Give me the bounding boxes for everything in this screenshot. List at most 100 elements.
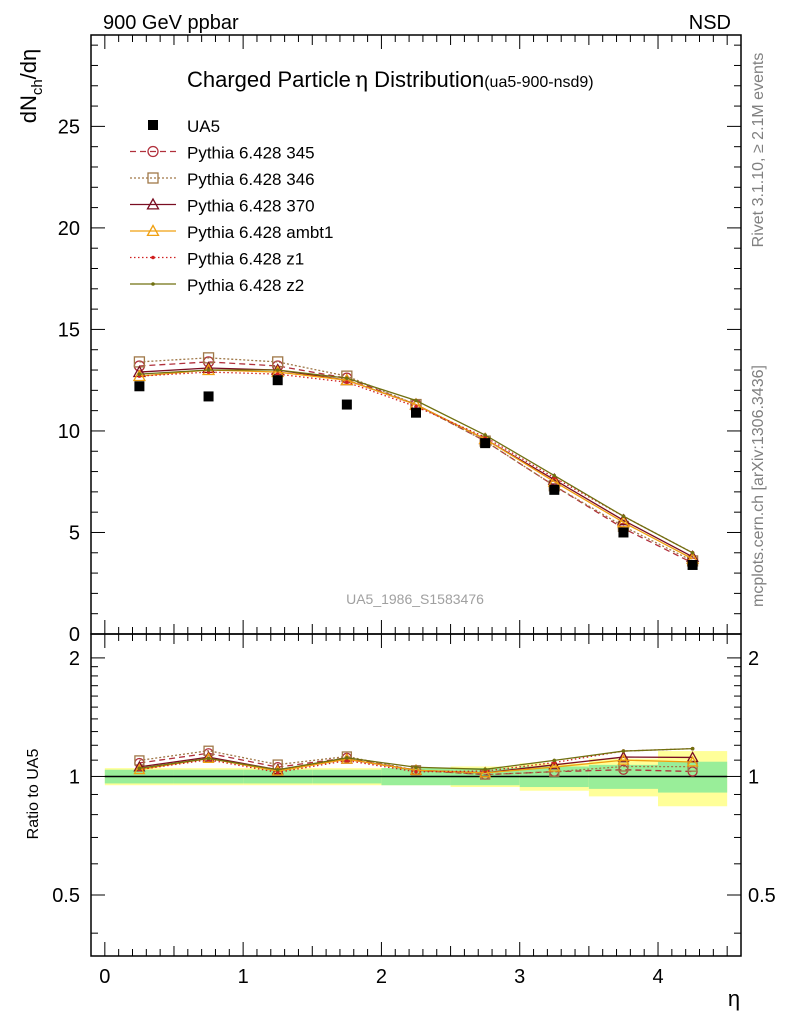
y-axis-label-sub: ch xyxy=(29,79,46,95)
legend-label-data: UA5 xyxy=(187,117,220,136)
series-point-5-5 xyxy=(483,433,487,437)
legend-marker-4 xyxy=(151,255,155,260)
ratio-tick-label-left-1: 1 xyxy=(69,766,80,788)
chart-title-main: Charged Particle xyxy=(187,67,351,92)
ratio-point-1-1 xyxy=(203,745,214,756)
y-tick-label-5: 25 xyxy=(58,116,80,138)
legend-label-1: Pythia 6.428 346 xyxy=(187,170,315,189)
series-point-5-3 xyxy=(345,376,349,380)
ratio-point-5-5 xyxy=(483,767,487,772)
legend-marker-5 xyxy=(151,282,155,286)
y-tick-label-2: 10 xyxy=(58,421,80,443)
legend-marker-2 xyxy=(146,197,160,210)
chart-title-eta: η xyxy=(355,68,368,93)
y-axis-label: dNch/dη xyxy=(16,49,46,124)
ratio-tick-label-left-2: 2 xyxy=(69,648,80,670)
ratio-point-5-8 xyxy=(690,746,695,751)
chart-title: Charged Particle η Distribution(ua5-900-n… xyxy=(187,67,594,93)
series-point-3-0 xyxy=(132,369,147,382)
ratio-point-5-7 xyxy=(621,749,626,753)
series-line-0 xyxy=(139,361,693,564)
y-tick-label-3: 15 xyxy=(58,319,80,341)
legend: UA5 Pythia 6.428 345 Pythia 6.428 346 Pythi… xyxy=(130,117,333,295)
series-point-4-3 xyxy=(345,380,349,385)
chart-title-sub: (ua5-900-nsd9) xyxy=(484,74,593,91)
legend-label-3: Pythia 6.428 ambt1 xyxy=(187,223,333,242)
series-point-5-1 xyxy=(206,368,211,372)
series-line-2 xyxy=(139,367,693,558)
data-point-4 xyxy=(411,407,421,418)
series-point-5-8 xyxy=(690,550,695,555)
mcplots-info: mcplots.cern.ch [arXiv:1306.3436] xyxy=(750,365,767,607)
ratio-point-5-4 xyxy=(414,765,418,770)
ratio-point-3-5 xyxy=(479,766,492,778)
ratio-point-3-0 xyxy=(133,763,146,775)
legend-label-2: Pythia 6.428 370 xyxy=(187,197,315,216)
process-label: NSD xyxy=(689,12,731,34)
ratio-tick-label-left-0: 0.5 xyxy=(52,885,80,907)
ratio-point-3-7 xyxy=(617,753,630,765)
legend-marker-data xyxy=(148,120,158,130)
data-point-5 xyxy=(480,438,491,449)
ratio-point-4-2 xyxy=(275,770,280,775)
series-line-5 xyxy=(139,369,693,554)
series-point-5-0 xyxy=(137,372,142,376)
x-axis-label: η xyxy=(728,986,740,1011)
y-tick-label-0: 0 xyxy=(69,624,80,646)
series-point-4-2 xyxy=(275,372,280,376)
ratio-point-4-3 xyxy=(345,758,349,763)
series-point-5-2 xyxy=(275,368,280,372)
ratio-frame xyxy=(90,633,742,957)
data-point-8 xyxy=(687,559,698,570)
ratio-point-5-6 xyxy=(552,758,557,763)
series-point-5-4 xyxy=(414,398,418,403)
series-line-1 xyxy=(139,357,693,562)
rivet-info: Rivet 3.1.10, ≥ 2.1M events xyxy=(750,53,767,248)
legend-marker-3 xyxy=(146,224,160,237)
ratio-point-5-1 xyxy=(206,756,211,761)
ratio-plot-area: 0 1 2 3 4 0.5 0.5 1 1 2 2 xyxy=(52,633,776,988)
series-point-5-7 xyxy=(621,514,626,519)
analysis-watermark: UA5_1986_S1583476 xyxy=(346,591,484,607)
ratio-point-4-4 xyxy=(414,770,418,774)
data-point-1 xyxy=(203,391,214,402)
chart-title-rest: Distribution xyxy=(368,67,484,92)
ratio-point-5-0 xyxy=(137,766,142,771)
x-tick-label-4: 4 xyxy=(652,966,663,988)
y-tick-label-4: 20 xyxy=(58,218,80,240)
ratio-point-3-6 xyxy=(548,760,561,772)
legend-marker-0 xyxy=(147,145,159,158)
ratio-point-3-4 xyxy=(409,763,423,775)
data-point-2 xyxy=(272,375,283,386)
legend-label-5: Pythia 6.428 z2 xyxy=(187,276,304,295)
x-tick-label-1: 1 xyxy=(238,966,249,988)
ratio-point-5-3 xyxy=(345,756,349,760)
x-tick-label-2: 2 xyxy=(376,966,387,988)
ratio-point-1-7 xyxy=(618,761,629,772)
y-axis-label-main: dN xyxy=(16,95,41,123)
data-point-6 xyxy=(549,484,560,495)
y-axis-label-tail: /dη xyxy=(16,49,41,80)
ratio-tick-label-right-0: 0.5 xyxy=(748,885,776,907)
ratio-point-2-6 xyxy=(548,758,561,770)
legend-marker-1 xyxy=(147,172,159,184)
x-tick-label-3: 3 xyxy=(514,966,525,988)
series-point-2-7 xyxy=(616,513,631,526)
ratio-y-axis-label: Ratio to UA5 xyxy=(25,749,42,840)
legend-label-0: Pythia 6.428 345 xyxy=(187,144,315,163)
data-point-0 xyxy=(134,381,145,392)
legend-label-4: Pythia 6.428 z1 xyxy=(187,250,304,269)
ratio-point-3-1 xyxy=(202,752,215,764)
series-point-4-4 xyxy=(414,404,418,409)
data-point-3 xyxy=(341,399,352,410)
ratio-point-2-7 xyxy=(617,750,630,762)
ratio-point-5-2 xyxy=(275,767,280,772)
x-tick-label-0: 0 xyxy=(99,966,110,988)
ratio-point-3-2 xyxy=(271,764,284,776)
ratio-point-3-8 xyxy=(686,755,699,767)
ratio-tick-label-right-2: 2 xyxy=(748,648,759,670)
series-point-5-6 xyxy=(552,473,557,478)
energy-label: 900 GeV ppbar xyxy=(103,12,239,34)
y-tick-label-1: 5 xyxy=(69,522,80,544)
